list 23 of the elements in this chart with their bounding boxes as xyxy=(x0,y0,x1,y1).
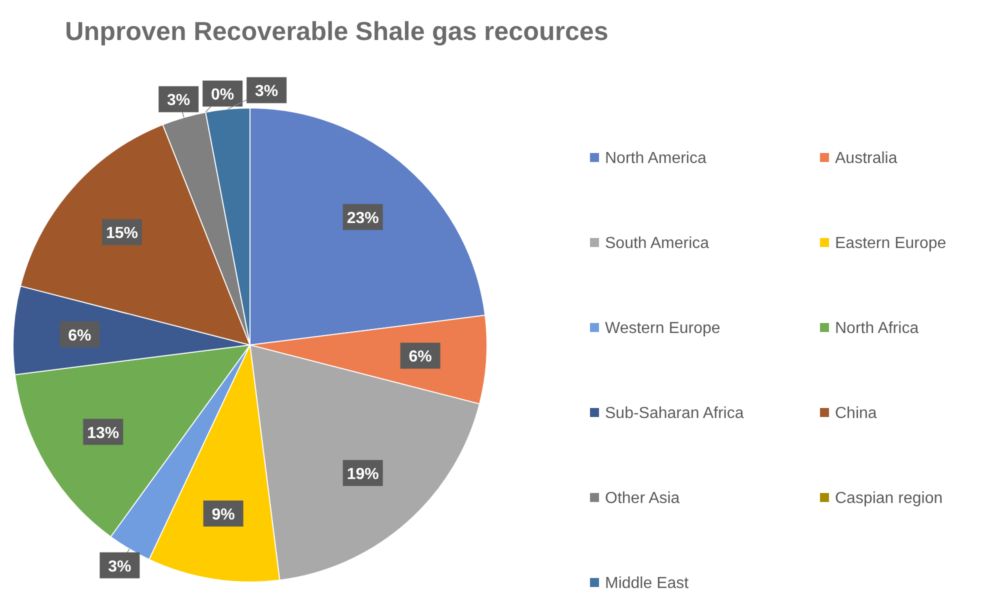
legend-label: China xyxy=(835,405,877,422)
data-label: 3% xyxy=(108,558,132,576)
data-label: 6% xyxy=(408,348,432,366)
legend-label: North America xyxy=(605,150,706,167)
data-label: 15% xyxy=(106,225,138,242)
data-label: 13% xyxy=(87,424,120,442)
legend-label: North Africa xyxy=(835,320,919,337)
text: 0% xyxy=(211,86,234,104)
data-label: 9% xyxy=(212,506,235,524)
data-label: 3% xyxy=(167,92,190,110)
legend-label: Western Europe xyxy=(605,320,720,337)
legend-label: South America xyxy=(605,235,710,252)
legend-label: Other Asia xyxy=(605,490,680,507)
data-label: 3% xyxy=(255,83,278,100)
data-label: 23% xyxy=(346,210,379,227)
data-label: 6% xyxy=(68,327,92,344)
legend-label: Middle East xyxy=(605,575,690,592)
chart-title: Unproven Recoverable Shale gas recources xyxy=(65,16,608,46)
legend-label: Sub-Saharan Africa xyxy=(605,405,744,422)
legend-label: Caspian region xyxy=(835,490,943,507)
legend-label: Australia xyxy=(835,150,898,167)
data-label: 19% xyxy=(346,466,379,483)
legend-label: Eastern Europe xyxy=(835,235,946,252)
